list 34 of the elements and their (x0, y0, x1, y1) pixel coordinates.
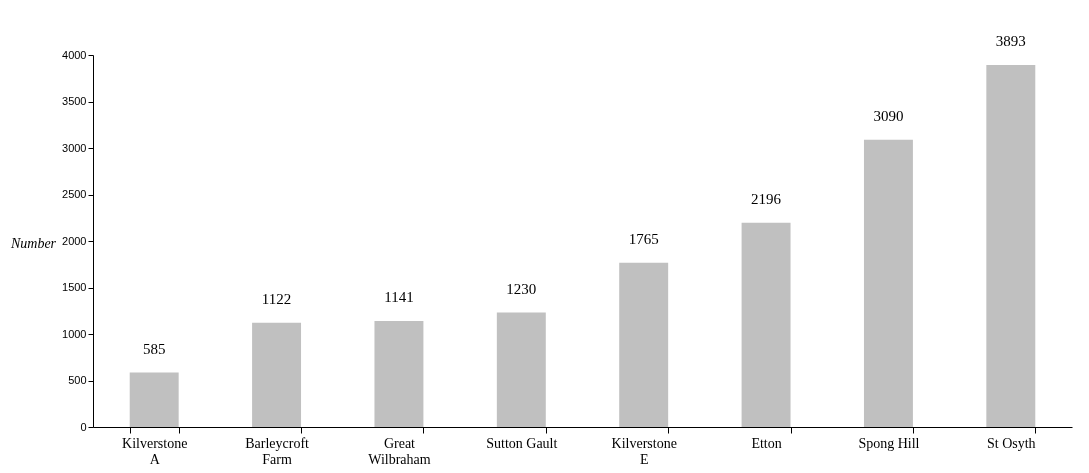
x-tick-label: Kilverstone A (122, 435, 188, 467)
x-tick-label: Barleycroft Farm (245, 435, 310, 467)
bar (619, 262, 669, 427)
y-tick-label: 2500 (62, 188, 87, 200)
data-label: 1230 (506, 280, 537, 297)
data-label: 3893 (995, 32, 1026, 49)
x-tick-label: Great Wilbraham (368, 435, 431, 467)
x-tick-label: Spong Hill (858, 435, 920, 451)
y-tick-label: 3500 (62, 95, 87, 107)
y-axis-title: Number (9, 235, 57, 251)
bar (741, 222, 791, 427)
x-tick-label: Sutton Gault (486, 435, 558, 451)
data-label: 3090 (873, 107, 904, 124)
x-tick-label: St Osyth (987, 435, 1036, 451)
y-tick-label: 1500 (62, 281, 87, 293)
data-label: 585 (142, 340, 166, 357)
x-tick-label: Kilverstone E (611, 435, 677, 467)
y-tick-label: 1000 (62, 327, 87, 340)
bar (374, 320, 424, 427)
bar (986, 64, 1036, 427)
y-tick-label: 3000 (62, 141, 87, 154)
bar (863, 139, 913, 427)
y-tick-label: 0 (80, 420, 87, 433)
y-tick-label: 2000 (62, 234, 87, 247)
data-label: 1122 (261, 290, 292, 307)
y-tick-label: 4000 (62, 48, 87, 61)
x-tick-label: Etton (751, 435, 782, 451)
data-label: 1141 (384, 288, 414, 305)
bar (129, 372, 179, 427)
data-label: 2196 (751, 190, 782, 207)
bar (252, 322, 302, 427)
data-label: 1765 (628, 230, 659, 247)
y-tick-label: 500 (68, 374, 87, 386)
bar (496, 312, 546, 427)
